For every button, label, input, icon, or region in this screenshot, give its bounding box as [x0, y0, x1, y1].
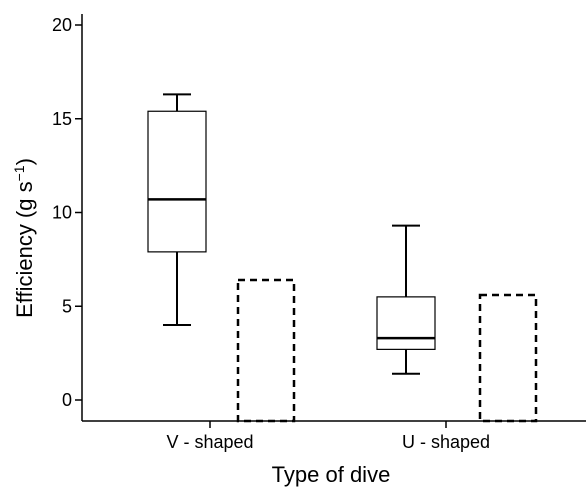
y-axis-title: Efficiency (g s−1) — [11, 158, 37, 318]
box-u-shaped — [376, 224, 436, 375]
y-tick-label: 10 — [52, 203, 72, 223]
interquartile-box — [147, 110, 207, 253]
y-axis-title-close: ) — [12, 158, 37, 165]
x-tick-label: V - shaped — [166, 432, 253, 452]
interquartile-box — [376, 296, 436, 350]
y-axis-title-unit-exponent: −1 — [11, 165, 27, 181]
chart-marks — [147, 93, 538, 423]
x-tick-label: U - shaped — [402, 432, 490, 452]
dashed-bar-u-shaped — [478, 293, 538, 423]
category-labels: V - shaped U - shaped — [166, 421, 490, 452]
y-tick-label: 15 — [52, 109, 72, 129]
y-tick-label: 20 — [52, 15, 72, 35]
y-ticks: 0 5 10 15 20 — [52, 15, 82, 410]
x-axis-title: Type of dive — [272, 462, 391, 487]
y-tick-label: 0 — [62, 390, 72, 410]
y-tick-label: 5 — [62, 296, 72, 316]
dashed-bar-v-shaped — [236, 278, 296, 423]
box-v-shaped — [147, 93, 207, 326]
y-axis-title-text: Efficiency (g s — [12, 181, 37, 318]
